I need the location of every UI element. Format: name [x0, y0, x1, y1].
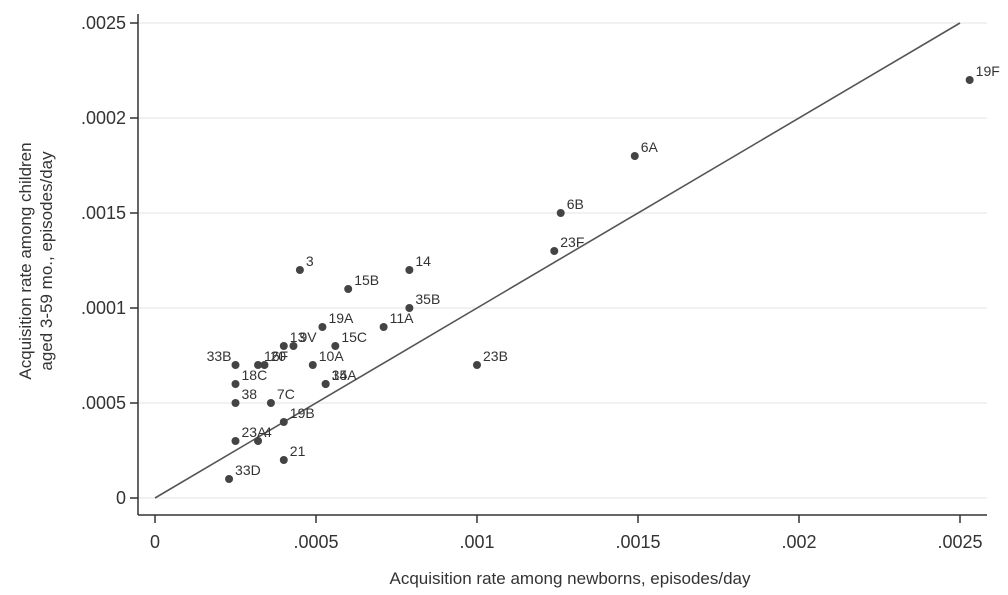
- data-point: [254, 361, 263, 369]
- data-point: [405, 266, 414, 274]
- data-point: [344, 285, 353, 293]
- data-point: [231, 399, 240, 407]
- data-point: [295, 266, 304, 274]
- data-point: [266, 399, 275, 407]
- data-point-label: 21: [290, 443, 306, 459]
- data-point: [405, 304, 414, 312]
- data-point-label: 19A: [328, 310, 354, 326]
- data-point-label: 9V: [299, 329, 317, 345]
- y-tick-label: .0002: [81, 108, 126, 128]
- data-point: [231, 361, 240, 369]
- data-point-label: 3: [306, 253, 314, 269]
- data-point: [630, 152, 639, 160]
- y-axis-ticks: 0 .0005 .0001 .0015 .0002 .0025: [81, 13, 138, 508]
- data-point-label: 33D: [235, 462, 261, 478]
- data-point-label: 11A: [390, 310, 415, 326]
- data-point-label: 19F: [976, 63, 1000, 79]
- data-point-label: 16F: [264, 348, 288, 364]
- y-tick-label: 0: [116, 488, 126, 508]
- data-point-label: 10A: [319, 348, 345, 364]
- x-tick-label: .0025: [937, 532, 982, 552]
- data-point: [225, 475, 234, 483]
- data-point-label: 6B: [567, 196, 584, 212]
- data-point: [279, 342, 288, 350]
- data-point: [473, 361, 481, 369]
- data-point: [965, 76, 974, 84]
- data-point: [260, 361, 269, 369]
- data-point-label: 35B: [415, 291, 440, 307]
- data-point-label: 4: [264, 424, 272, 440]
- y-axis-title-line-1: Acquisition rate among children: [16, 142, 35, 379]
- data-point: [231, 380, 240, 388]
- data-point: [550, 247, 559, 255]
- data-point-label: 6A: [641, 139, 659, 155]
- data-point-label: 23A: [242, 424, 268, 440]
- y-tick-label: .0005: [81, 393, 126, 413]
- data-point-label: 7C: [277, 386, 295, 402]
- y-tick-label: .0001: [81, 298, 126, 318]
- data-point: [379, 323, 388, 331]
- x-tick-label: .0015: [615, 532, 660, 552]
- y-tick-label: .0025: [81, 13, 126, 33]
- data-point: [331, 342, 340, 350]
- data-point: [254, 437, 263, 445]
- data-point: [279, 456, 288, 464]
- identity-reference-line: [154, 22, 961, 499]
- gridlines: [138, 22, 987, 499]
- data-point: [321, 380, 330, 388]
- data-point-label: 13: [290, 329, 306, 345]
- data-point-label: 20: [270, 348, 286, 364]
- x-axis-ticks: 0 .0005 .001 .0015 .002 .0025: [150, 515, 983, 552]
- x-tick-label: 0: [150, 532, 160, 552]
- data-point: [289, 342, 298, 350]
- data-point-label: 14: [415, 253, 431, 269]
- data-point: [231, 437, 240, 445]
- data-point: [318, 323, 327, 331]
- data-point-label: 34: [332, 367, 348, 383]
- y-tick-label: .0015: [81, 203, 126, 223]
- data-point-label: 38: [242, 386, 258, 402]
- data-point-label: 15B: [354, 272, 379, 288]
- data-point-label: 19B: [290, 405, 315, 421]
- x-tick-label: .001: [459, 532, 494, 552]
- data-point: [279, 418, 288, 426]
- data-point: [308, 361, 317, 369]
- data-point-label: 18C: [242, 367, 268, 383]
- x-tick-label: .0005: [293, 532, 338, 552]
- y-axis-title-line-2: aged 3-59 mo., episodes/day: [37, 151, 56, 371]
- data-point: [556, 209, 565, 217]
- data-point-label: 15A: [332, 367, 358, 383]
- data-point-label: 23F: [560, 234, 584, 250]
- data-point-label: 23B: [483, 348, 508, 364]
- data-point-label: 15C: [341, 329, 367, 345]
- data-point-label: 33B: [207, 348, 232, 364]
- x-axis-title: Acquisition rate among newborns, episode…: [390, 569, 751, 588]
- x-tick-label: .002: [781, 532, 816, 552]
